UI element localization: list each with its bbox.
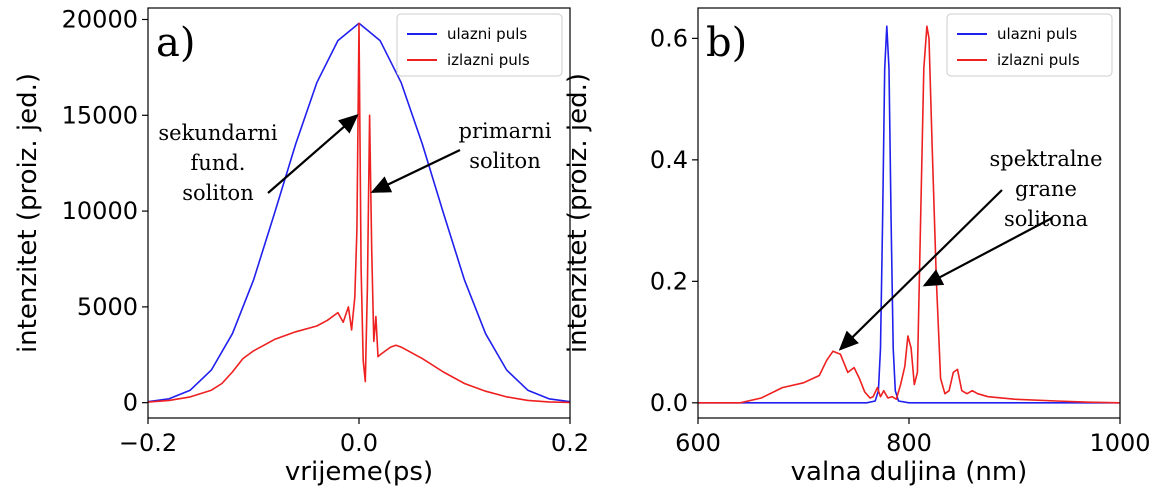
annotation-spectral-branches: spektralne bbox=[989, 147, 1102, 171]
x-tick-label: −0.2 bbox=[119, 429, 177, 457]
panel-a: −0.2 0.0 0.2 0 5000 10000 15000 20000 vrijeme(ps… bbox=[13, 5, 589, 487]
legend-entry: ulazni puls bbox=[997, 25, 1077, 43]
y-tick-label: 0.4 bbox=[650, 146, 688, 174]
annotation-arrow bbox=[370, 149, 461, 193]
legend-box bbox=[396, 13, 563, 77]
annotation-spectral-branches: solitona bbox=[1004, 207, 1088, 231]
y-axis-label: intenzitet (proiz. jed.) bbox=[13, 73, 43, 353]
y-tick-label: 20000 bbox=[62, 5, 138, 33]
y-tick-label: 0.0 bbox=[650, 389, 688, 417]
annotation-primary-soliton: primarni bbox=[459, 119, 552, 143]
annotation-secondary-soliton: fund. bbox=[191, 151, 246, 175]
x-tick-label: 0.0 bbox=[340, 429, 378, 457]
annotation-primary-soliton: soliton bbox=[469, 149, 540, 173]
panel-label: a) bbox=[156, 20, 195, 66]
series-line-izlazni bbox=[698, 25, 1121, 404]
y-axis-label: intenzitet (proiz. jed.) bbox=[563, 73, 593, 353]
y-tick-label: 15000 bbox=[62, 101, 138, 129]
y-tick-label: 10000 bbox=[62, 197, 138, 225]
legend-box bbox=[946, 13, 1113, 77]
x-tick-label: 600 bbox=[675, 429, 721, 457]
series-line-izlazni bbox=[147, 22, 571, 404]
x-tick-label: 0.2 bbox=[551, 429, 589, 457]
panel-label: b) bbox=[706, 20, 747, 66]
annotation-arrow bbox=[922, 217, 1053, 287]
legend-entry: izlazni puls bbox=[447, 51, 530, 69]
y-tick-label: 0 bbox=[123, 389, 138, 417]
y-tick-label: 0.2 bbox=[650, 267, 688, 295]
y-tick-label: 5000 bbox=[77, 293, 138, 321]
x-axis-label: valna duljina (nm) bbox=[791, 457, 1028, 487]
x-tick-label: 800 bbox=[886, 429, 932, 457]
x-tick-label: 1000 bbox=[1089, 429, 1150, 457]
annotation-secondary-soliton: sekundarni bbox=[158, 121, 278, 145]
annotation-arrow bbox=[267, 114, 359, 194]
x-axis-label: vrijeme(ps) bbox=[285, 457, 433, 487]
annotation-arrow bbox=[838, 189, 1003, 351]
y-tick-label: 0.6 bbox=[650, 24, 688, 52]
legend-entry: ulazni puls bbox=[447, 25, 527, 43]
panel-b: 600 800 1000 0.0 0.2 0.4 0.6 valna duljina (nm)… bbox=[563, 7, 1151, 487]
annotation-secondary-soliton: soliton bbox=[182, 181, 253, 205]
legend-entry: izlazni puls bbox=[997, 51, 1080, 69]
annotation-spectral-branches: grane bbox=[1015, 177, 1077, 201]
